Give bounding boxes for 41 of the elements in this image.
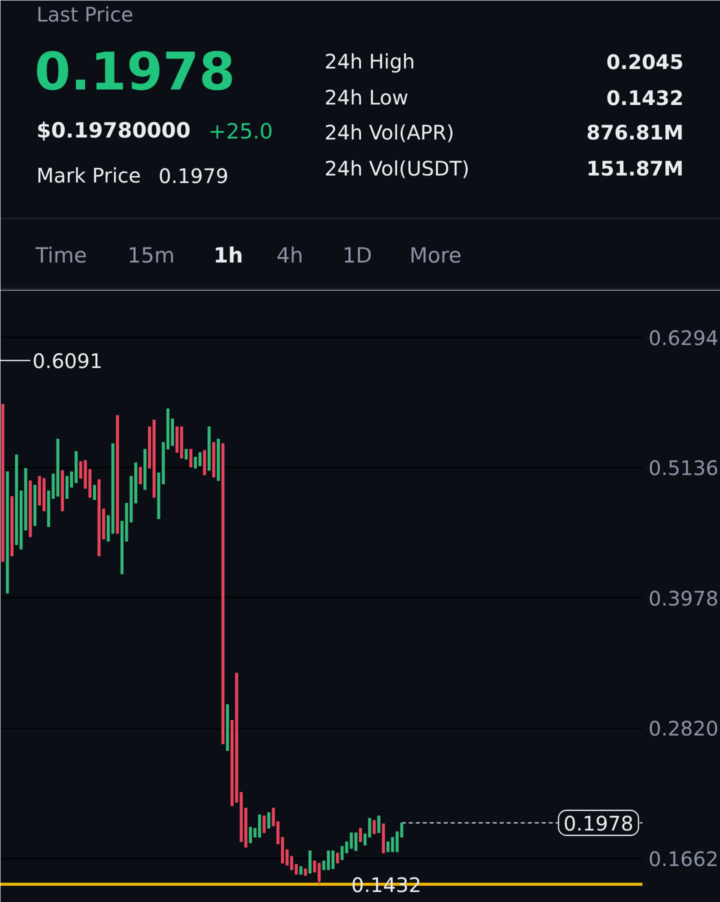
text: Last Price <box>36 2 134 26</box>
candlestick <box>65 476 69 500</box>
text: 1D <box>342 244 372 268</box>
text: 0.1979 <box>158 164 228 188</box>
text: 24h Vol(USDT) <box>324 156 470 180</box>
candlestick <box>336 852 340 864</box>
candlestick <box>331 850 334 869</box>
text: 15m <box>128 244 175 268</box>
candlestick <box>386 841 390 852</box>
text: 0.1432 <box>606 86 684 110</box>
y-tick-label: 0.1662 <box>648 846 718 871</box>
text: Mark Price <box>36 164 141 188</box>
text: 24h Vol(APR) <box>324 120 454 144</box>
candlestick <box>184 448 188 460</box>
text: 24h High <box>324 50 415 74</box>
y-tick-label: 0.2820 <box>648 716 718 741</box>
text: 1h <box>214 244 244 268</box>
annotation: 0.6091 <box>32 349 102 373</box>
text: 151.87M <box>586 156 684 180</box>
text: More <box>410 244 462 268</box>
candlestick <box>189 448 192 468</box>
y-tick-label: 0.3978 <box>648 586 718 610</box>
text: Time <box>34 244 87 268</box>
candlestick <box>372 820 376 834</box>
ref-line-label: 0.1978 <box>564 811 634 836</box>
text: 876.81M <box>586 120 684 144</box>
text: 24h Low <box>324 86 408 110</box>
text: $0.19780000 <box>36 118 191 142</box>
text: +25.0 <box>208 120 273 144</box>
text: 4h <box>276 244 304 268</box>
candlestick <box>267 812 270 828</box>
candlestick <box>377 815 380 834</box>
text: 0.2045 <box>606 50 684 74</box>
y-tick-label: 0.5136 <box>648 456 718 480</box>
candlestick <box>262 815 266 834</box>
candlestick <box>198 452 202 466</box>
candlestick <box>308 850 312 874</box>
text: 0.1978 <box>34 42 236 102</box>
candlestick <box>358 828 362 842</box>
y-tick-label: 0.6294 <box>648 326 718 350</box>
candlestick <box>138 466 142 485</box>
